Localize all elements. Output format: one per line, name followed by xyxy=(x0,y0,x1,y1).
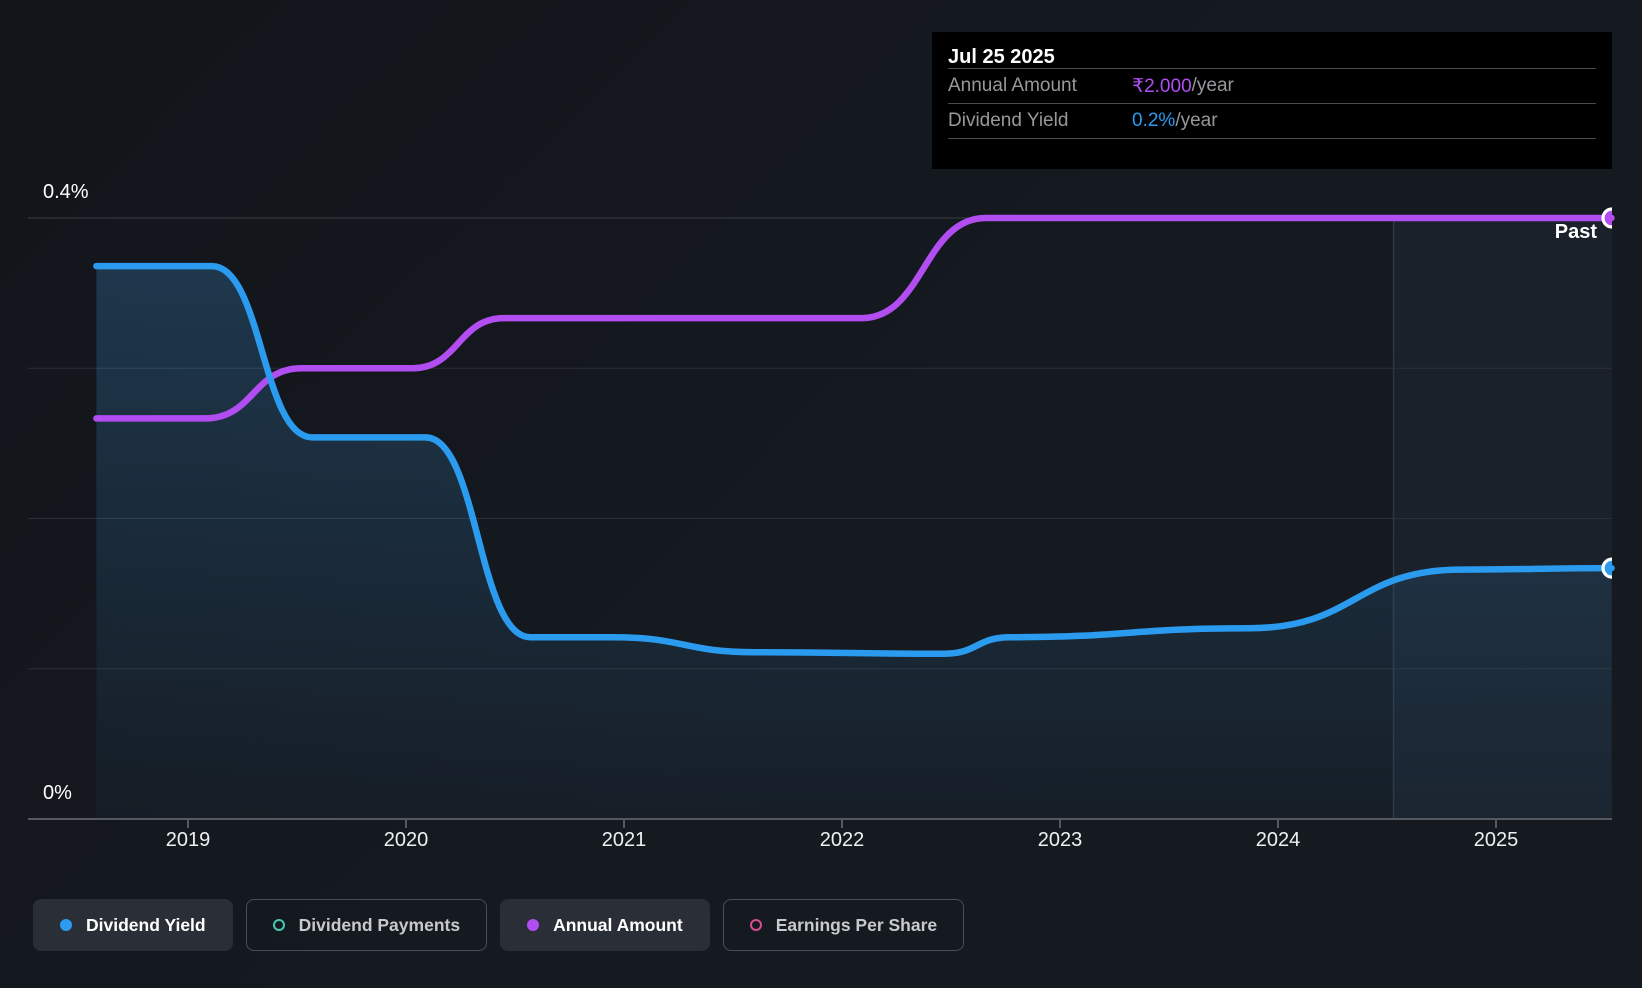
x-axis-label-2023: 2023 xyxy=(1037,829,1083,851)
legend-label: Annual Amount xyxy=(553,914,683,935)
earnings-per-share-ring-icon xyxy=(749,919,762,931)
x-axis-label-2021: 2021 xyxy=(601,829,647,851)
annual-amount-line xyxy=(93,214,1615,422)
y-axis-bottom-label: 0% xyxy=(43,782,72,804)
x-axis-label-2024: 2024 xyxy=(1255,829,1301,851)
tooltip-value: 0.2% xyxy=(1132,110,1176,131)
legend-button-dividend-payments[interactable]: Dividend Payments xyxy=(245,899,488,951)
legend-label: Earnings Per Share xyxy=(775,914,938,935)
dividend-yield-end-marker xyxy=(1601,557,1612,579)
tooltip-bottom-rule xyxy=(948,138,1596,139)
x-axis-label-2019: 2019 xyxy=(165,829,211,851)
tooltip-row-annual-amount: Annual Amount ₹2.000/year xyxy=(948,68,1596,103)
tooltip-label: Dividend Yield xyxy=(948,110,1069,131)
tooltip-row-dividend-yield: Dividend Yield 0.2%/year xyxy=(948,103,1596,138)
tooltip-value-suffix: /year xyxy=(1191,75,1234,96)
tooltip-value: ₹2.000 xyxy=(1132,75,1192,97)
tooltip-date: Jul 25 2025 xyxy=(948,46,1055,68)
legend-button-dividend-yield[interactable]: Dividend Yield xyxy=(33,899,233,951)
tooltip-label: Annual Amount xyxy=(948,75,1077,96)
dividend-yield-area xyxy=(96,266,1612,820)
annual-amount-end-marker xyxy=(1601,207,1612,229)
dividend-yield-dot-icon xyxy=(60,919,72,931)
legend-label: Dividend Payments xyxy=(298,914,461,935)
legend-button-annual-amount[interactable]: Annual Amount xyxy=(500,899,710,951)
legend-button-earnings-per-share[interactable]: Earnings Per Share xyxy=(722,899,965,951)
x-axis-label-2025: 2025 xyxy=(1473,829,1519,851)
legend-label: Dividend Yield xyxy=(86,914,206,935)
series-legend: Dividend Yield Dividend Payments Annual Am… xyxy=(33,899,965,951)
tooltip-value-suffix: /year xyxy=(1175,110,1218,131)
dividend-payments-ring-icon xyxy=(272,919,285,931)
dividend-yield-line xyxy=(93,262,1615,657)
tooltip-rows: Annual Amount ₹2.000/year Dividend Yield 0.… xyxy=(932,68,1612,138)
annual-amount-dot-icon xyxy=(527,919,540,931)
x-axis-label-2022: 2022 xyxy=(819,829,865,851)
y-axis-top-label: 0.4% xyxy=(43,181,89,203)
past-region-label: Past xyxy=(1554,221,1597,243)
chart-tooltip: Jul 25 2025 Annual Amount ₹2.000/year Divi… xyxy=(932,32,1612,169)
x-axis-label-2020: 2020 xyxy=(383,829,429,851)
